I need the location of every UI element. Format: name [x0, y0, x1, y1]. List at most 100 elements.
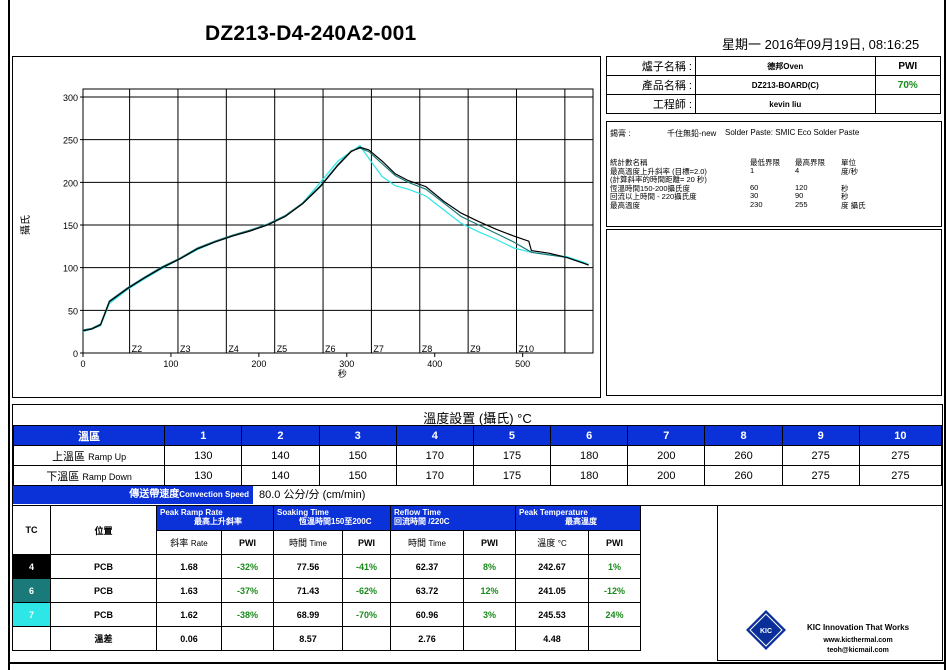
diff-pwi-blank [342, 626, 391, 651]
lower-zone-7: 200 [627, 465, 706, 486]
x-axis-label: 秒 [338, 368, 347, 379]
sub-value-header-0: 斜率 Rate [156, 530, 222, 555]
result-row-tc7: 7 PCB 1.62 -38% 68.99 -70% 60.96 3% 245.53 24% [12, 602, 641, 627]
spec-name-1: (計算斜率的時間距離= 20 秒) [610, 175, 707, 184]
engineer-blank [874, 94, 942, 114]
spec-high-3: 90 [795, 191, 804, 200]
report-title: DZ213-D4-240A2-001 [205, 22, 417, 45]
spec-low-0: 1 [750, 166, 755, 175]
sub-value-unit-1: Time [309, 539, 327, 548]
group-reflow-en: Reflow Time [394, 508, 441, 517]
spec-high-4: 255 [795, 200, 808, 209]
sub-pwi-header-0: PWI [221, 530, 274, 555]
x-tick-label: 400 [427, 359, 442, 369]
spec-name-3: 回流以上時間 - 220攝氏度 [610, 192, 697, 201]
kic-logo-panel: KIC KIC Innovation That Works www.kicthe… [717, 505, 943, 661]
upper-zone-5: 175 [472, 445, 552, 466]
zone-header-8: 8 [704, 425, 783, 446]
spec-unit-4: 度 攝氏 [841, 201, 866, 210]
spec-high-2: 120 [795, 183, 808, 192]
y-tick-label: 200 [63, 178, 78, 188]
value-cell: 62.37 [390, 554, 464, 579]
report-datetime: 星期一 2016年09月19日, 08:16:25 [722, 37, 920, 52]
value-cell: 245.53 [515, 602, 589, 627]
sub-value-unit-2: Time [428, 539, 446, 548]
zone-label-z8: Z8 [422, 344, 433, 354]
result-row-tc6: 6 PCB 1.63 -37% 71.43 -62% 63.72 12% 241.05 -12% [12, 578, 641, 603]
lower-zone-9: 275 [781, 465, 860, 486]
value-cell: 1.62 [156, 602, 222, 627]
info-row-engineer: 工程師 : kevin liu [606, 94, 942, 114]
sub-value-unit-0: Rate [190, 539, 208, 548]
spec-low-2: 60 [750, 183, 759, 192]
frame-left-border [8, 0, 10, 670]
upper-zone-4: 170 [395, 445, 474, 466]
zone-label: 溫區 [12, 425, 166, 446]
zone-header-7: 7 [627, 425, 706, 446]
kic-website: www.kicthermal.com [822, 637, 892, 644]
group-peak-temp-en: Peak Temperature [519, 508, 588, 517]
sub-value-header-3: 溫度 °C [515, 530, 589, 555]
upper-label-cell: 上溫區 Ramp Up [12, 445, 166, 466]
info-row-product: 產品名稱 : DZ213-BOARD(C) 70% [606, 75, 942, 95]
spec-unit-0: 度/秒 [841, 167, 859, 176]
x-tick-label: 300 [339, 359, 354, 369]
tc-badge: 4 [12, 554, 51, 579]
zone-header-6: 6 [550, 425, 629, 446]
frame-bottom-border [8, 662, 946, 664]
pwi-cell: -41% [342, 554, 391, 579]
zone-header-1: 1 [164, 425, 243, 446]
conveyor-label: 傳送帶速度 [129, 489, 180, 500]
pwi-cell: 24% [588, 602, 641, 627]
diff-label: 溫差 [50, 626, 157, 651]
result-row-diff: 溫差 0.06 8.57 2.76 4.48 [12, 626, 641, 651]
zone-header-4: 4 [395, 425, 474, 446]
kic-logo-svg: KIC KIC Innovation That Works www.kicthe… [746, 610, 910, 654]
low-limit-header: 最低界限 [750, 158, 780, 167]
spec-high-0: 4 [795, 166, 800, 175]
zone-label-z9: Z9 [470, 344, 481, 354]
oven-label: 爐子名稱 : [606, 56, 696, 76]
x-tick-label: 100 [163, 359, 178, 369]
engineer-value: kevin liu [695, 94, 876, 114]
value-cell: 242.67 [515, 554, 589, 579]
value-cell: 1.68 [156, 554, 222, 579]
sub-value-label-0: 斜率 [170, 538, 189, 548]
diff-pwi-blank [588, 626, 641, 651]
conveyor-value: 80.0 公分/分 [259, 489, 320, 501]
sub-value-header-2: 時間 Time [390, 530, 464, 555]
solder-label: 錫膏 : [610, 129, 631, 138]
group-soaking: Soaking Time 恆溫時間150至200C [273, 505, 391, 531]
x-tick-label: 0 [80, 359, 85, 369]
unit-header: 單位 [841, 158, 856, 167]
pwi-cell: -62% [342, 578, 391, 603]
tc-badge: 6 [12, 578, 51, 603]
value-cell: 241.05 [515, 578, 589, 603]
y-axis-label: 攝氏 [19, 215, 32, 235]
frame-right-border [944, 0, 946, 670]
upper-zone-9: 275 [781, 445, 860, 466]
info-table: 爐子名稱 : 德邦Oven PWI 產品名稱 : DZ213-BOARD(C) … [606, 56, 942, 114]
diff-blank [12, 626, 51, 651]
upper-zone-1: 130 [164, 445, 243, 466]
pwi-label: PWI [874, 56, 942, 76]
lower-zone-3: 150 [318, 465, 397, 486]
lower-label: 下溫區 [46, 470, 80, 483]
chart-labels: 0 50 100 150 200 250 300 0 100 200 300 400 500 攝氏秒 Z2 Z… [19, 93, 534, 379]
results-sub-row: 斜率 Rate PWI 時間 Time PWI 時間 Time PWI 溫度 °C PWI [13, 530, 641, 555]
value-cell: 68.99 [273, 602, 343, 627]
y-tick-label: 300 [63, 93, 78, 103]
zone-label-z5: Z5 [277, 344, 288, 354]
chart-axes [82, 353, 524, 357]
sub-value-label-2: 時間 [407, 538, 426, 548]
zone-header-2: 2 [241, 425, 320, 446]
chart-series [82, 144, 589, 333]
notes-panel [606, 229, 942, 396]
position-cell: PCB [50, 554, 157, 579]
pwi-cell: -32% [221, 554, 274, 579]
upper-zone-2: 140 [241, 445, 320, 466]
upper-zone-6: 180 [550, 445, 629, 466]
diff-value: 4.48 [515, 626, 589, 651]
diff-value: 2.76 [390, 626, 464, 651]
spec-low-3: 30 [750, 191, 759, 200]
